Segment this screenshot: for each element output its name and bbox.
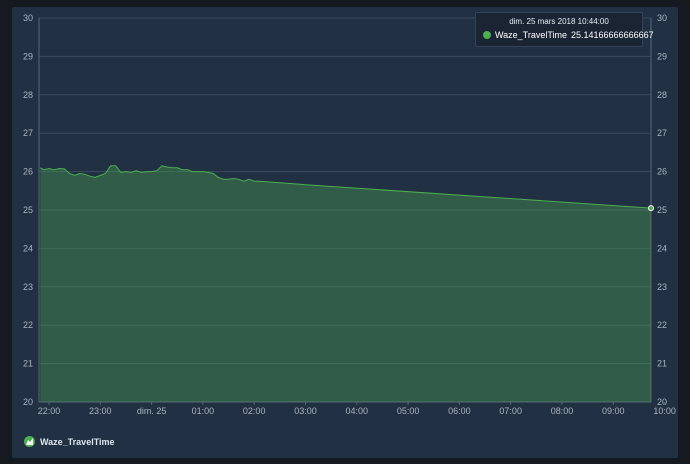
x-tick-label: 23:00 xyxy=(89,406,112,416)
y-tick-label-right: 30 xyxy=(657,13,667,23)
y-tick-label-left: 30 xyxy=(23,13,33,23)
series-layer xyxy=(40,165,654,402)
tooltip-series-name: Waze_TravelTime xyxy=(495,30,568,40)
hover-point-marker xyxy=(648,205,654,212)
x-tick-label: 02:00 xyxy=(243,406,266,416)
y-tick-label-left: 24 xyxy=(23,243,33,253)
y-tick-label-right: 28 xyxy=(657,90,667,100)
legend-item-waze-traveltime[interactable]: Waze_TravelTime xyxy=(24,436,115,447)
chart-panel xyxy=(12,7,678,458)
y-tick-label-right: 29 xyxy=(657,51,667,61)
tooltip-row: Waze_TravelTime 25.14166666666667 xyxy=(483,30,654,40)
y-axis-left: 30 29 28 27 26 25 24 23 22 21 20 xyxy=(23,13,33,407)
y-tick-label-left: 27 xyxy=(23,128,33,138)
y-tick-label-left: 21 xyxy=(23,359,33,369)
y-tick-label-right: 21 xyxy=(657,359,667,369)
y-tick-label-left: 25 xyxy=(23,205,33,215)
x-tick-label: 01:00 xyxy=(192,406,215,416)
legend-label: Waze_TravelTime xyxy=(40,436,115,447)
y-tick-label-left: 29 xyxy=(23,51,33,61)
series-line xyxy=(40,165,652,209)
y-tick-label-right: 20 xyxy=(657,397,667,407)
x-tick-label: 04:00 xyxy=(346,406,369,416)
y-tick-label-right: 22 xyxy=(657,320,667,330)
y-tick-label-left: 23 xyxy=(23,282,33,292)
x-tick-label: 22:00 xyxy=(38,406,61,416)
x-tick-label: 03:00 xyxy=(294,406,317,416)
x-tick-label: dim. 25 xyxy=(137,406,167,416)
y-tick-label-right: 23 xyxy=(657,282,667,292)
x-tick-label: 07:00 xyxy=(499,406,522,416)
x-tick-label: 05:00 xyxy=(397,406,420,416)
y-tick-label-left: 26 xyxy=(23,167,33,177)
area-chart-icon xyxy=(24,436,35,447)
x-tick-label: 06:00 xyxy=(448,406,471,416)
y-tick-label-left: 22 xyxy=(23,320,33,330)
series-color-dot xyxy=(483,31,491,39)
y-axis-right: 30 29 28 27 26 25 24 23 22 21 20 xyxy=(657,13,667,407)
x-tick-label: 09:00 xyxy=(602,406,625,416)
y-tick-label-right: 27 xyxy=(657,128,667,138)
grid-lines xyxy=(38,17,652,403)
tooltip-value: 25.14166666666667 xyxy=(571,30,654,40)
series-area xyxy=(40,165,652,402)
y-tick-label-right: 24 xyxy=(657,243,667,253)
y-tick-label-right: 26 xyxy=(657,167,667,177)
y-tick-label-left: 28 xyxy=(23,90,33,100)
tooltip-time: dim. 25 mars 2018 10:44:00 xyxy=(509,17,609,26)
x-tick-label: 10:00 xyxy=(653,406,676,416)
x-tick-label: 08:00 xyxy=(551,406,574,416)
tooltip: dim. 25 mars 2018 10:44:00 Waze_TravelTi… xyxy=(475,12,654,47)
y-tick-label-right: 25 xyxy=(657,205,667,215)
x-axis: 22:00 23:00 dim. 25 01:00 02:00 03:00 04:00 05:… xyxy=(38,402,676,416)
y-tick-label-left: 20 xyxy=(23,397,33,407)
